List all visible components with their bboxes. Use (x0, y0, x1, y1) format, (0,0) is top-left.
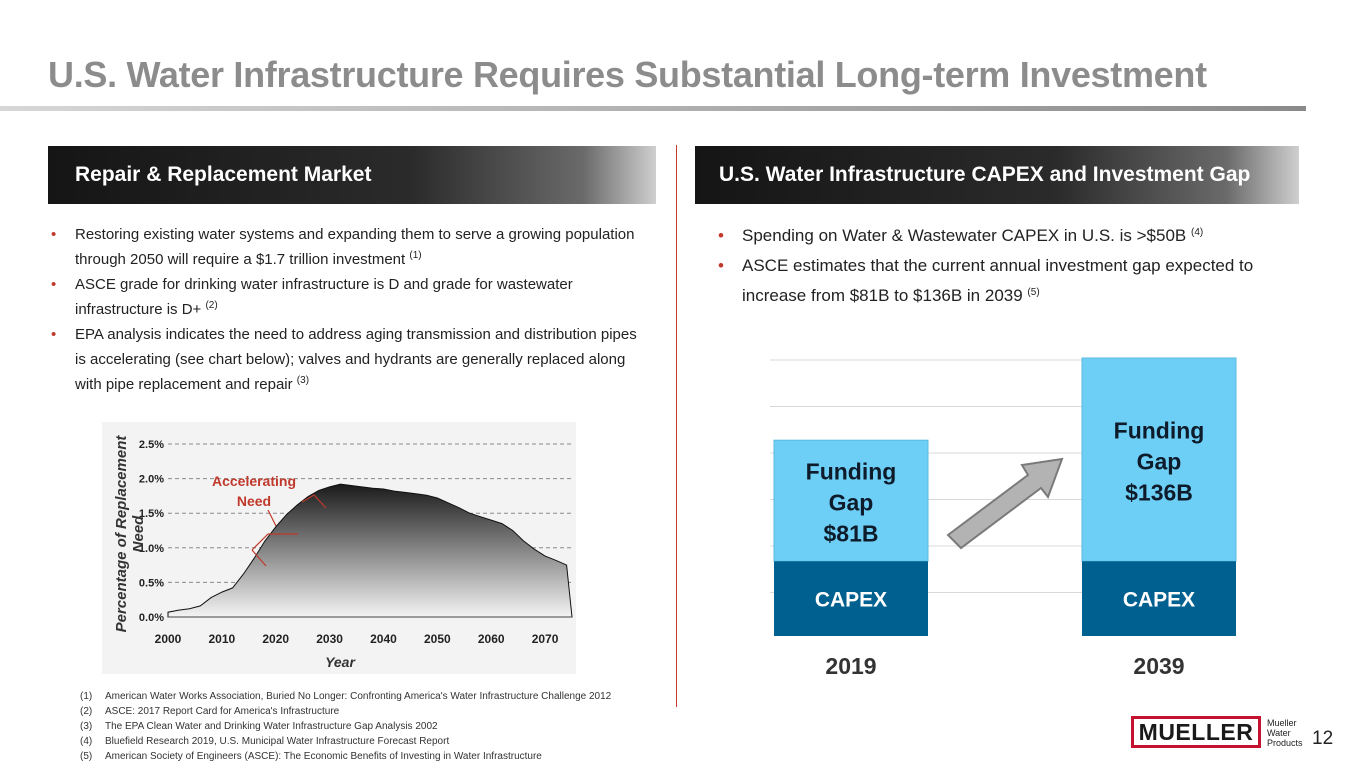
footnote-ref: (5) (1027, 287, 1040, 298)
y-tick-label: 1.0% (139, 543, 164, 555)
funding-gap-bar-label: Funding (806, 459, 897, 485)
capex-bar (774, 561, 928, 636)
annotation-bracket-mid (251, 533, 298, 551)
logo-company-name: Mueller Water Products (1267, 718, 1303, 748)
capex-gap-chart: CAPEX Funding Gap $81B 2019 CAPEX Funding Gap $1… (770, 357, 1237, 679)
funding-gap-bar (773, 439, 929, 562)
x-tick-label: 2050 (424, 632, 451, 646)
footnote-ref: (3) (296, 375, 310, 386)
left-bullet-3: EPA analysis indicates the need to addre… (51, 322, 651, 397)
slide-title: U.S. Water Infrastructure Requires Subst… (48, 54, 1207, 95)
category-label: 2039 (1133, 653, 1184, 679)
left-bullet-1: Restoring existing water systems and exp… (51, 222, 651, 272)
funding-gap-bar-label: Gap (829, 490, 874, 516)
y-tick-label: 0.0% (139, 612, 164, 624)
funding-gap-bar (1081, 357, 1237, 562)
annotation-bracket-bottom (251, 549, 267, 567)
column-divider (676, 145, 677, 707)
footnote-5: (5) American Society of Engineers (ASCE):… (80, 751, 542, 762)
y-tick-label: 2.0% (139, 474, 164, 486)
annotation-line-1: Accelerating (212, 473, 296, 489)
footnote-2: (2) ASCE: 2017 Report Card for America's … (80, 706, 340, 717)
footnote-ref: (1) (409, 250, 422, 261)
footnote-3: (3) The EPA Clean Water and Drinking Wate… (80, 721, 438, 732)
funding-gap-bar-label: $81B (824, 521, 879, 547)
right-bullet-1: Spending on Water & Wastewater CAPEX in … (718, 221, 1278, 251)
y-tick-label: 0.5% (139, 577, 164, 589)
y-axis-title: Percentage of ReplacementNeed (113, 435, 147, 633)
footnotes: (1) American Water Works Association, Bur… (80, 689, 611, 764)
growth-arrow (946, 457, 1064, 550)
funding-gap-bar-label: Gap (1137, 449, 1182, 475)
x-tick-label: 2000 (155, 632, 182, 646)
x-tick-label: 2030 (316, 632, 343, 646)
x-tick-label: 2040 (370, 632, 397, 646)
left-bullet-2: ASCE grade for drinking water infrastruc… (51, 272, 651, 322)
capex-bar-label: CAPEX (1123, 589, 1195, 612)
capex-bar (1082, 561, 1236, 636)
left-panel-header: Repair & Replacement Market (48, 146, 656, 204)
left-bullet-list: Restoring existing water systems and exp… (51, 222, 651, 397)
x-tick-label: 2070 (532, 632, 559, 646)
replacement-need-chart: 0.0% 0.5% 1.0% 1.5% 2.0% 2.5% 2000 2010 2020 2030… (102, 422, 576, 674)
funding-gap-bar-label: Funding (1114, 418, 1205, 444)
x-tick-label: 2020 (262, 632, 289, 646)
footnote-4: (4) Bluefield Research 2019, U.S. Municip… (80, 736, 450, 747)
y-tick-label: 2.5% (139, 439, 164, 451)
x-axis-title: Year (325, 654, 356, 670)
replacement-need-area (167, 483, 573, 618)
footnote-ref: (4) (1191, 227, 1204, 238)
right-panel-header-label: U.S. Water Infrastructure CAPEX and Inve… (719, 163, 1251, 186)
capex-bar-label: CAPEX (815, 589, 887, 612)
category-label: 2019 (825, 653, 876, 679)
funding-gap-bar-label: $136B (1125, 480, 1193, 506)
mueller-logo: MUELLER (1131, 716, 1261, 748)
logo-wordmark: MUELLER (1138, 718, 1254, 745)
page-number: 12 (1312, 728, 1334, 749)
x-tick-label: 2010 (209, 632, 236, 646)
footnote-ref: (2) (205, 300, 218, 311)
footnote-1: (1) American Water Works Association, Bur… (80, 691, 612, 702)
left-panel-header-label: Repair & Replacement Market (75, 163, 372, 186)
annotation-bracket-side (267, 509, 277, 527)
annotation-line-2: Need (237, 493, 271, 509)
annotation-bracket-top (301, 494, 327, 509)
right-bullet-list: Spending on Water & Wastewater CAPEX in … (718, 221, 1278, 311)
right-panel-header: U.S. Water Infrastructure CAPEX and Inve… (695, 146, 1299, 204)
x-tick-label: 2060 (478, 632, 505, 646)
right-bullet-2: ASCE estimates that the current annual i… (718, 251, 1278, 311)
y-tick-label: 1.5% (139, 508, 164, 520)
title-divider (0, 106, 1306, 111)
